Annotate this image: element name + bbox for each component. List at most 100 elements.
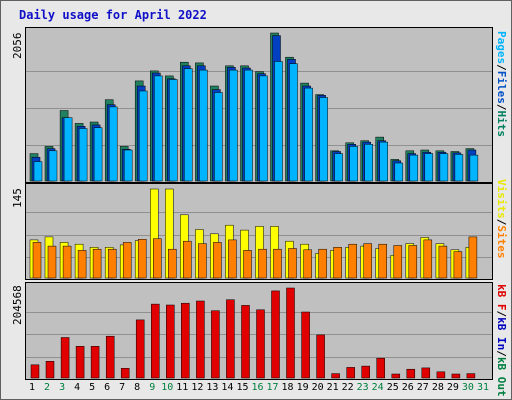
visits-bar-sites <box>32 242 42 279</box>
day-label: 8 <box>134 382 141 393</box>
hits-chart-svg <box>26 32 492 182</box>
legend-kbout: kB Out <box>495 356 508 397</box>
kb-bar-kb-f <box>256 309 265 379</box>
day-label: 21 <box>326 382 339 393</box>
legend-pages: Pages <box>495 31 508 65</box>
kb-bar-kb-f <box>120 368 130 379</box>
legend-visits: Visits <box>495 179 508 219</box>
day-label: 26 <box>401 382 414 393</box>
chart-title: Daily usage for April 2022 <box>19 8 207 22</box>
day-label: 12 <box>191 382 204 393</box>
kb-bar-kb-f <box>271 290 280 379</box>
kb-bar-kb-f <box>391 373 401 379</box>
visits-bar-sites <box>183 240 192 279</box>
visits-bar-sites <box>243 250 252 279</box>
day-label: 20 <box>311 382 324 393</box>
day-label: 7 <box>119 382 126 393</box>
visits-plot <box>25 183 493 280</box>
legend-sep: / <box>495 103 508 111</box>
kb-bar-kb-f <box>211 310 220 379</box>
legend-kbin: kB In <box>495 317 508 351</box>
visits-bar-sites <box>47 245 57 279</box>
day-label: 11 <box>176 382 189 393</box>
day-label: 5 <box>89 382 96 393</box>
kb-bar-kb-f <box>331 373 340 379</box>
kb-bar-kb-f <box>60 337 70 379</box>
hits-bar-pages <box>454 154 464 182</box>
hits-bar-pages <box>289 63 298 182</box>
day-label: 19 <box>296 382 309 393</box>
kb-bar-kb-f <box>466 373 476 379</box>
visits-bar-sites <box>153 238 162 279</box>
day-label: 27 <box>416 382 429 393</box>
visits-bar-sites <box>333 247 342 279</box>
kb-plot <box>25 282 493 380</box>
hits-bar-pages <box>259 75 268 182</box>
day-label: 25 <box>386 382 399 393</box>
kb-chart-svg <box>26 287 492 379</box>
day-label: 15 <box>236 382 249 393</box>
kb-bar-kb-f <box>90 346 100 379</box>
day-label: 22 <box>341 382 354 393</box>
visits-bar-sites <box>77 250 87 279</box>
day-label: 30 <box>461 382 474 393</box>
hits-plot <box>25 27 493 183</box>
visits-bar-sites <box>258 248 267 279</box>
kb-bar-kb-f <box>75 346 85 379</box>
day-axis: 1 2 3 4 5 6 7 8 9 10 11 12 13 14 15 16 17 18 19 20 21 22 23 24 2… <box>25 382 491 396</box>
hits-bar-pages <box>154 75 163 182</box>
visits-bar-sites <box>228 239 237 279</box>
hits-bar-pages <box>138 90 148 182</box>
hits-bar-pages <box>48 150 58 182</box>
hits-bar-pages <box>184 68 193 182</box>
visits-bar-sites <box>137 239 147 279</box>
visits-chart-svg <box>26 188 492 279</box>
day-label: 3 <box>59 382 66 393</box>
hits-bar-pages <box>93 127 103 182</box>
visits-bar-sites <box>468 236 478 279</box>
hits-bar-pages <box>334 153 343 182</box>
visits-bar-sites <box>348 243 357 279</box>
legend-sites: Sites <box>495 225 508 259</box>
kb-bar-kb-f <box>421 367 431 379</box>
kb-bar-kb-f <box>406 368 416 379</box>
hits-bar-pages <box>304 87 313 182</box>
day-label: 28 <box>431 382 444 393</box>
hits-bar-pages <box>78 128 88 182</box>
kb-bar-kb-f <box>346 367 355 379</box>
hits-legend: Pages/Files/Hits <box>495 31 508 137</box>
hits-bar-pages <box>364 144 373 182</box>
legend-kbf: kB F <box>495 284 508 311</box>
hits-bar-pages <box>274 61 283 182</box>
hits-bar-pages <box>349 146 358 182</box>
day-label: 2 <box>43 382 51 393</box>
kb-bar-kb-f <box>135 319 145 379</box>
hits-bar-pages <box>63 117 73 182</box>
visits-legend: Visits/Sites <box>495 179 508 259</box>
visits-bar-sites <box>198 243 207 279</box>
kb-bar-kb-f <box>45 361 55 379</box>
hits-bar-pages <box>394 162 404 182</box>
day-label: 10 <box>161 382 174 393</box>
visits-bar-sites <box>273 248 282 279</box>
kb-bar-kb-f <box>241 305 250 379</box>
hits-bar-pages <box>409 154 419 182</box>
hits-bar-pages <box>469 154 479 182</box>
kb-bar-kb-f <box>226 299 235 379</box>
kb-bar-kb-f <box>376 357 385 379</box>
visits-max-label: 145 <box>11 188 24 208</box>
day-label: 17 <box>266 382 279 393</box>
hits-bar-pages <box>199 69 208 182</box>
hits-bar-pages <box>379 141 388 182</box>
day-label: 16 <box>251 382 264 393</box>
kb-bar-kb-f <box>196 300 205 379</box>
day-label: 29 <box>446 382 459 393</box>
visits-bar-sites <box>288 248 297 279</box>
day-label: 24 <box>371 382 384 393</box>
visits-bar-sites <box>62 245 72 279</box>
visits-bar-sites <box>408 245 418 279</box>
visits-bar-sites <box>122 242 132 279</box>
kb-legend: kB F/kB In/kB Out <box>495 284 508 397</box>
kb-bar-kb-f <box>286 287 295 379</box>
